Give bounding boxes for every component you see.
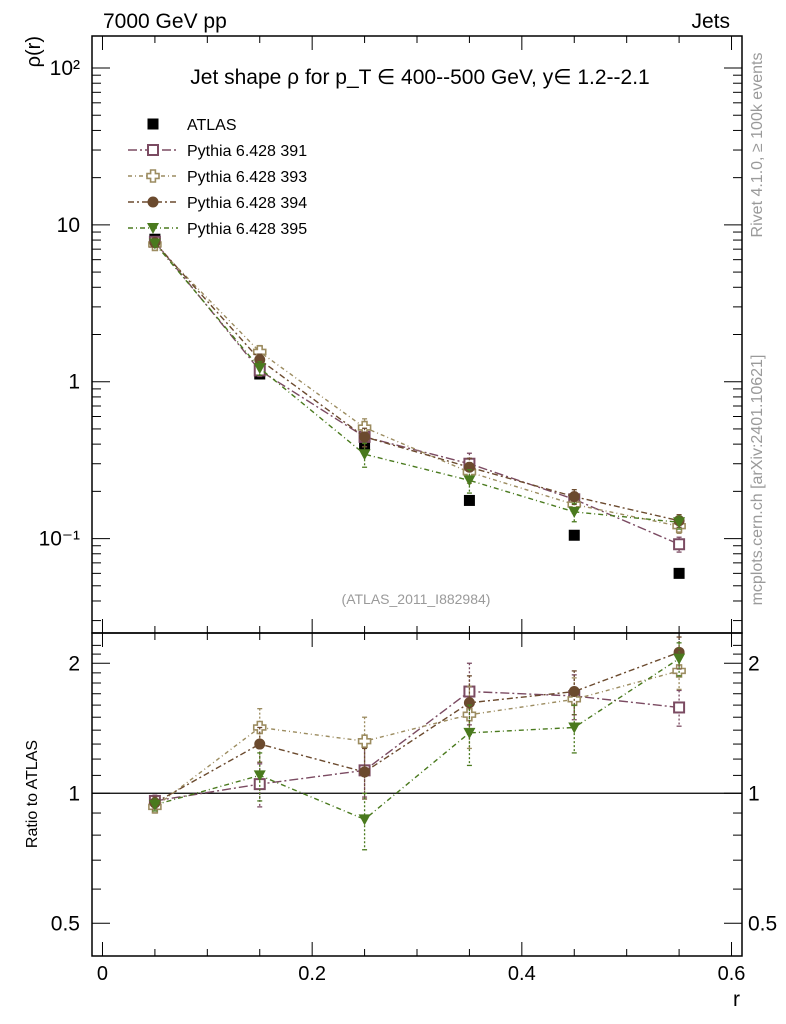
- legend-item: ATLAS: [147, 117, 237, 134]
- ratio-y-tick-label-right: 1: [748, 782, 760, 805]
- ratio-point: [568, 686, 580, 698]
- main-point: [253, 363, 266, 375]
- y-tick-label: 10: [57, 214, 80, 237]
- ratio-series-line: [154, 690, 680, 802]
- ratio-axis-ticks: 0 0.2 0.4 0.6 0.5 0.5 1 1 2 2: [51, 633, 777, 985]
- main-series-group: [148, 233, 686, 579]
- main-series-0: [149, 233, 685, 579]
- main-axis-ticks: 10⁻¹ 1 10 10²: [39, 36, 742, 633]
- ratio-y-tick-label: 1: [68, 782, 80, 805]
- ratio-series-4: [148, 642, 686, 851]
- x-axis-label: r: [733, 988, 740, 1011]
- ratio-series-3: [149, 636, 685, 810]
- legend-item: Pythia 6.428 395: [128, 221, 307, 238]
- main-series-4: [148, 238, 686, 530]
- x-tick-label: 0.2: [298, 963, 326, 985]
- x-tick-label: 0.6: [718, 963, 746, 985]
- main-series-line: [154, 243, 680, 523]
- main-series-line: [154, 243, 680, 527]
- ratio-point: [463, 697, 475, 709]
- ratio-y-tick-label: 0.5: [51, 912, 80, 935]
- legend: ATLAS Pythia 6.428 391 Pythia 6.428 393 Pyt…: [128, 117, 307, 238]
- main-point: [359, 431, 371, 443]
- ratio-series-line: [154, 670, 680, 808]
- ratio-panel: 0 0.2 0.4 0.6 0.5 0.5 1 1 2 2 Ratio to ATLAS r: [24, 632, 777, 1011]
- main-point: [148, 238, 161, 250]
- ratio-point: [568, 722, 581, 734]
- main-point: [254, 354, 266, 366]
- main-point: [463, 494, 475, 506]
- ratio-y-tick-label: 2: [68, 652, 80, 675]
- x-tick-label: 0: [97, 963, 108, 985]
- ratio-point: [358, 814, 371, 826]
- ratio-point: [254, 738, 266, 750]
- ratio-series-group: [148, 636, 686, 851]
- y-tick-label: 1: [68, 371, 80, 394]
- legend-item: Pythia 6.428 393: [128, 169, 307, 186]
- ratio-y-label: Ratio to ATLAS: [24, 740, 41, 848]
- rivet-label: Rivet 4.1.0, ≥ 100k events: [749, 53, 766, 238]
- main-series-1: [148, 235, 686, 553]
- ratio-point: [148, 799, 161, 811]
- main-point: [673, 517, 686, 529]
- x-tick-label: 0.4: [508, 963, 536, 985]
- y-tick-label: 10²: [50, 57, 80, 80]
- legend-label: Pythia 6.428 395: [187, 221, 307, 238]
- main-point: [673, 538, 686, 551]
- main-y-label: ρ(r): [23, 36, 45, 67]
- mcplots-label: mcplots.cern.ch [arXiv:2401.10621]: [749, 355, 766, 606]
- main-point: [463, 475, 476, 487]
- main-series-line: [154, 241, 680, 545]
- legend-label: Pythia 6.428 391: [187, 143, 307, 160]
- main-point: [358, 449, 371, 461]
- ratio-frame: [91, 632, 743, 957]
- ratio-point: [357, 734, 372, 748]
- main-point: [463, 461, 475, 473]
- category-label: Jets: [691, 10, 730, 33]
- analysis-id: (ATLAS_2011_I882984): [342, 591, 491, 607]
- beam-label: 7000 GeV pp: [103, 10, 227, 33]
- legend-label: Pythia 6.428 394: [187, 195, 307, 212]
- ratio-point: [673, 653, 686, 665]
- legend-label: ATLAS: [187, 117, 237, 134]
- legend-marker: [147, 196, 159, 208]
- legend-marker: [147, 223, 159, 234]
- legend-marker: [146, 169, 160, 183]
- legend-item: Pythia 6.428 391: [128, 143, 307, 160]
- chart-title: Jet shape ρ for p_T ∈ 400--500 GeV, y∈ 1…: [190, 66, 649, 89]
- main-point: [568, 506, 581, 518]
- ratio-series-1: [148, 662, 686, 808]
- main-series-3: [149, 237, 685, 528]
- legend-marker: [147, 144, 159, 156]
- main-panel: 10⁻¹ 1 10 10² Jet shape ρ for p_T ∈ 400--50…: [23, 35, 743, 634]
- ratio-point: [253, 770, 266, 782]
- main-point: [568, 491, 580, 503]
- ratio-point: [359, 766, 371, 778]
- main-series-line: [154, 242, 680, 522]
- legend-item: Pythia 6.428 394: [128, 195, 307, 212]
- ratio-series-line: [154, 658, 680, 821]
- main-series-2: [148, 237, 686, 534]
- ratio-y-tick-label-right: 0.5: [748, 912, 777, 935]
- ratio-y-tick-label-right: 2: [748, 652, 760, 675]
- ratio-series-line: [154, 651, 680, 804]
- ratio-point: [673, 701, 686, 714]
- legend-label: Pythia 6.428 393: [187, 169, 307, 186]
- ratio-point: [463, 727, 476, 739]
- main-point: [568, 529, 580, 541]
- main-point: [673, 567, 685, 579]
- legend-marker: [147, 118, 159, 130]
- y-tick-label: 10⁻¹: [39, 528, 80, 551]
